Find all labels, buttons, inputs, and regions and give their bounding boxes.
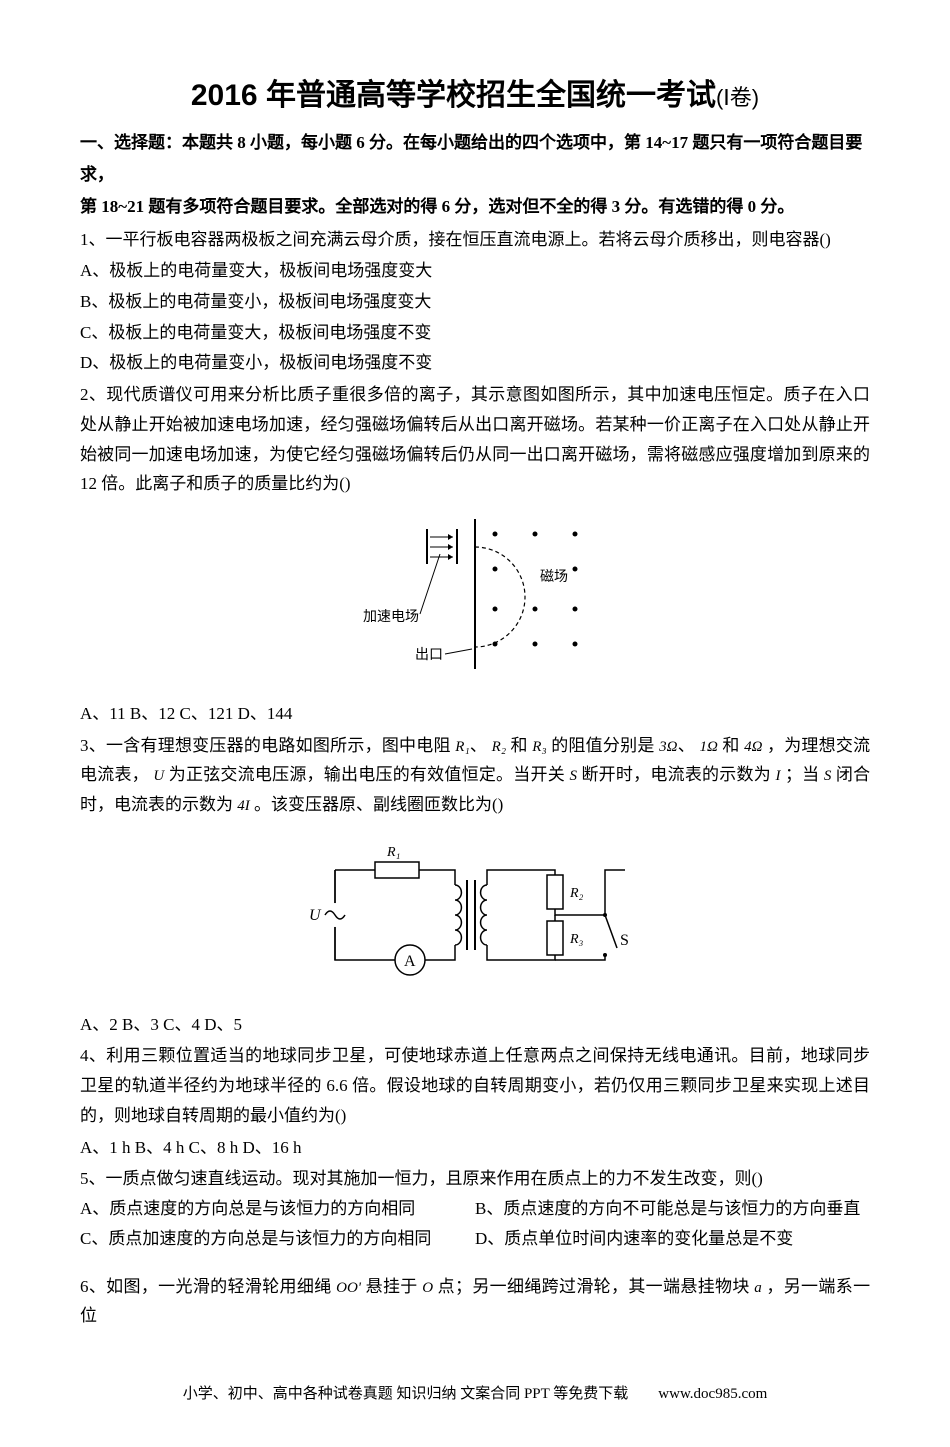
question-4: 4、利用三颗位置适当的地球同步卫星，可使地球赤道上任意两点之间保持无线电通讯。目…: [80, 1041, 870, 1162]
q3-I4: 4I: [237, 798, 250, 814]
label-exit: 出口: [415, 647, 443, 663]
transformer-circuit-diagram: R₁ A U R₂ R₃ S: [295, 830, 655, 990]
q2-figure: 磁场 加速电场 出口: [80, 509, 870, 689]
section-header: 一、选择题：本题共 8 小题，每小题 6 分。在每小题给出的四个选项中，第 14…: [80, 127, 870, 224]
q1-optD: D、极板上的电荷量变小，极板间电场强度不变: [80, 348, 870, 378]
q3-figure: R₁ A U R₂ R₃ S: [80, 830, 870, 1000]
svg-text:R₂: R₂: [569, 886, 584, 901]
svg-text:A: A: [404, 953, 416, 970]
q6-p3: 点；另一细绳跨过滑轮，其一端悬挂物块: [438, 1277, 750, 1296]
section-line1: 一、选择题：本题共 8 小题，每小题 6 分。在每小题给出的四个选项中，第 14…: [80, 133, 862, 184]
svg-text:R₃: R₃: [569, 932, 584, 947]
q5-stem: 5、一质点做匀速直线运动。现对其施加一恒力，且原来作用在质点上的力不发生改变，则…: [80, 1164, 870, 1194]
q3-R2: R₂: [492, 739, 506, 755]
title-main: 2016 年普通高等学校招生全国统一考试: [191, 79, 716, 112]
q3-p10: 。该变压器原、副线圈匝数比为(): [254, 795, 503, 814]
question-2: 2、现代质谱仪可用来分析比质子重很多倍的离子，其示意图如图所示，其中加速电压恒定…: [80, 380, 870, 499]
label-accel-field: 加速电场: [363, 609, 419, 625]
q6-OO: OO': [336, 1280, 361, 1296]
q3-p6: 为正弦交流电压源，输出电压的有效值恒定。当开关: [169, 765, 565, 784]
q3-R3: R₃: [532, 739, 546, 755]
svg-text:U: U: [309, 907, 322, 924]
q3-S2: S: [824, 768, 832, 784]
svg-text:S: S: [620, 932, 629, 949]
q3-p2: 和: [511, 736, 528, 755]
q6-O: O: [422, 1280, 433, 1296]
q4-options: A、1 h B、4 h C、8 h D、16 h: [80, 1133, 870, 1163]
q3-v3: 4Ω: [744, 739, 762, 755]
question-1: 1、一平行板电容器两极板之间充满云母介质，接在恒压直流电源上。若将云母介质移出，…: [80, 225, 870, 378]
question-6: 6、如图，一光滑的轻滑轮用细绳 OO' 悬挂于 O 点；另一细绳跨过滑轮，其一端…: [80, 1272, 870, 1332]
question-5: 5、一质点做匀速直线运动。现对其施加一恒力，且原来作用在质点上的力不发生改变，则…: [80, 1164, 870, 1253]
q6-p2: 悬挂于: [366, 1277, 418, 1296]
q3-options: A、2 B、3 C、4 D、5: [80, 1010, 870, 1040]
title-volume: (Ⅰ卷): [716, 85, 759, 110]
q3-S: S: [569, 768, 577, 784]
q5-optC: C、质点加速度的方向总是与该恒力的方向相同: [80, 1224, 475, 1254]
q5-optA: A、质点速度的方向总是与该恒力的方向相同: [80, 1194, 475, 1224]
q3-I: I: [775, 768, 780, 784]
q2-stem: 2、现代质谱仪可用来分析比质子重很多倍的离子，其示意图如图所示，其中加速电压恒定…: [80, 380, 870, 499]
q1-optB: B、极板上的电荷量变小，极板间电场强度变大: [80, 287, 870, 317]
q3-p4: 和: [722, 736, 739, 755]
page-title: 2016 年普通高等学校招生全国统一考试(Ⅰ卷): [80, 70, 870, 123]
q3-v1: 3Ω: [659, 739, 677, 755]
q3-p8: ；当: [785, 765, 819, 784]
mass-spectrometer-diagram: 磁场 加速电场 出口: [345, 509, 605, 679]
label-magnetic-field: 磁场: [540, 569, 568, 585]
q6-p1: 6、如图，一光滑的轻滑轮用细绳: [80, 1277, 332, 1296]
q3-p1: 3、一含有理想变压器的电路如图所示，图中电阻: [80, 736, 451, 755]
q5-optB: B、质点速度的方向不可能总是与该恒力的方向垂直: [475, 1194, 870, 1224]
svg-text:R₁: R₁: [386, 845, 400, 860]
q5-options: A、质点速度的方向总是与该恒力的方向相同 B、质点速度的方向不可能总是与该恒力的…: [80, 1194, 870, 1254]
q1-optC: C、极板上的电荷量变大，极板间电场强度不变: [80, 318, 870, 348]
q3-R1: R₁: [455, 739, 469, 755]
q4-stem: 4、利用三颗位置适当的地球同步卫星，可使地球赤道上任意两点之间保持无线电通讯。目…: [80, 1041, 870, 1130]
q3-p3: 的阻值分别是: [551, 736, 654, 755]
section-line2: 第 18~21 题有多项符合题目要求。全部选对的得 6 分，选对但不全的得 3 …: [80, 197, 794, 216]
q6-a: a: [754, 1280, 762, 1296]
q3-U: U: [153, 768, 164, 784]
q1-stem: 1、一平行板电容器两极板之间充满云母介质，接在恒压直流电源上。若将云母介质移出，…: [80, 225, 870, 255]
q1-optA: A、极板上的电荷量变大，极板间电场强度变大: [80, 256, 870, 286]
q3-v2: 1Ω: [699, 739, 717, 755]
q5-optD: D、质点单位时间内速率的变化量总是不变: [475, 1224, 870, 1254]
q2-options: A、11 B、12 C、121 D、144: [80, 699, 870, 729]
question-3: 3、一含有理想变压器的电路如图所示，图中电阻 R₁、 R₂ 和 R₃ 的阻值分别…: [80, 731, 870, 820]
q3-p7: 断开时，电流表的示数为: [581, 765, 771, 784]
page-footer: 小学、初中、高中各种试卷真题 知识归纳 文案合同 PPT 等免费下载 www.d…: [80, 1381, 870, 1407]
